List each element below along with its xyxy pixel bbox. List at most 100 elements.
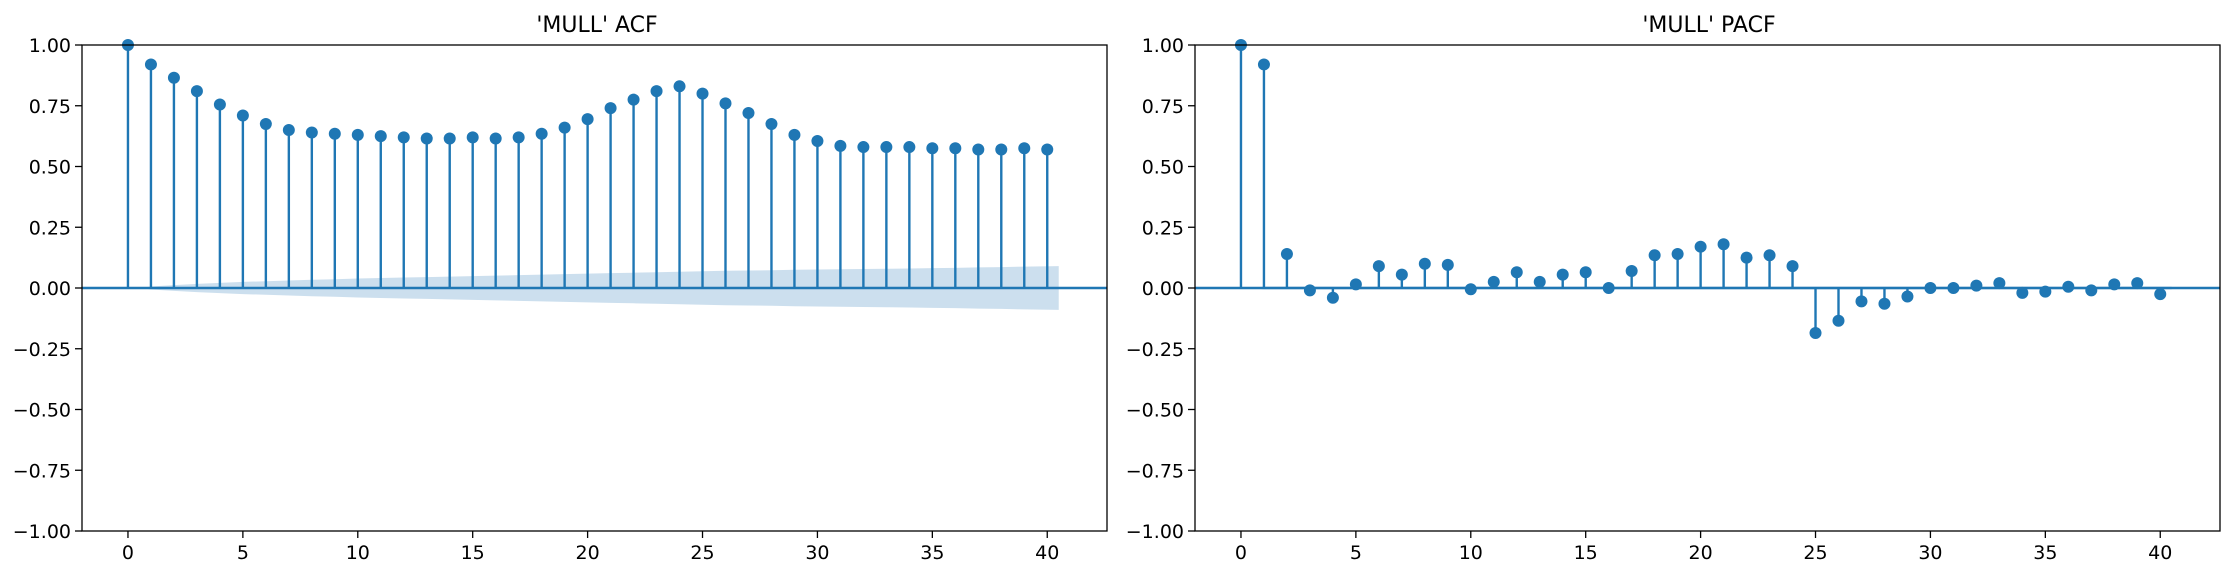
stem-marker [2039, 285, 2052, 298]
stem-marker [1740, 251, 1753, 264]
stem-marker [765, 117, 778, 130]
stem-marker [1901, 290, 1914, 303]
y-tick-label: −0.50 [1126, 400, 1184, 422]
y-tick-label: −0.75 [13, 460, 71, 482]
stem-marker [1970, 279, 1983, 292]
stem-marker [236, 109, 249, 122]
y-tick-label: 0.50 [1142, 157, 1184, 179]
stem-marker [1041, 143, 1054, 156]
y-tick-label: 1.00 [1142, 35, 1184, 57]
acf-panel: 'MULL' ACF −1.00 −0.75 −0.50 −0.25 0.00 0.25 0… [13, 13, 1108, 564]
stem-marker [627, 93, 640, 106]
stem-marker [443, 132, 456, 145]
x-tick-label: 15 [461, 542, 485, 564]
y-tick-label: −0.25 [1126, 339, 1184, 361]
x-tick-label: 0 [122, 542, 134, 564]
x-tick-label: 40 [2148, 542, 2172, 564]
stem-marker [558, 121, 571, 134]
stem-marker [2016, 286, 2029, 299]
stem-marker [1763, 249, 1776, 262]
stem-marker [2085, 284, 2098, 297]
stem-marker [1694, 240, 1707, 253]
stem-marker [995, 143, 1008, 156]
pacf-panel: 'MULL' PACF −1.00 −0.75 −0.50 −0.25 0.00 0.25… [1126, 13, 2221, 564]
axes-frame [1194, 44, 2221, 532]
stem-marker [1602, 282, 1615, 294]
y-tick-label: −1.00 [1126, 521, 1184, 543]
stem-marker [1487, 275, 1500, 288]
y-tick-label: −0.25 [13, 339, 71, 361]
stem-marker [972, 143, 985, 156]
y-tick-label: 0.25 [1142, 217, 1184, 239]
stem-marker [1418, 257, 1431, 270]
stem-marker [1556, 268, 1569, 281]
stem-marker [788, 128, 801, 141]
x-tick-label: 5 [1350, 542, 1362, 564]
stem-marker [213, 98, 226, 111]
stem-marker [1993, 277, 2006, 290]
stem-marker [696, 87, 709, 100]
stem-marker [1878, 297, 1891, 310]
y-tick-label: −0.75 [1126, 460, 1184, 482]
stem-marker [305, 126, 318, 139]
stem-marker [650, 85, 663, 98]
stem-marker [259, 117, 272, 130]
y-tick-label: 0.75 [29, 96, 71, 118]
stem-marker [1280, 247, 1293, 260]
stem-marker [604, 102, 617, 115]
x-tick-label: 20 [1689, 542, 1713, 564]
stem-marker [1326, 291, 1339, 304]
stem-marker [719, 97, 732, 110]
stem-marker [1372, 260, 1385, 273]
y-tick-label: 1.00 [29, 35, 71, 57]
stem-marker [857, 141, 870, 154]
stem-marker [1625, 264, 1638, 277]
x-tick-label: 10 [1459, 542, 1483, 564]
chart-title: 'MULL' ACF [536, 13, 657, 38]
stem-marker [2108, 278, 2121, 291]
stem-marker [581, 113, 594, 126]
x-tick-label: 30 [1918, 542, 1942, 564]
stem-marker [1349, 278, 1362, 291]
x-tick-label: 25 [690, 542, 714, 564]
stem-marker [2154, 288, 2167, 301]
stem-marker [1832, 314, 1845, 327]
stem-marker [1648, 249, 1661, 262]
x-tick-label: 40 [1035, 542, 1059, 564]
y-tick-label: −0.50 [13, 400, 71, 422]
stem-marker [167, 71, 180, 84]
stem-marker [1510, 266, 1523, 279]
stem-marker [2062, 280, 2075, 293]
x-tick-label: 35 [920, 542, 944, 564]
stem-marker [1395, 268, 1408, 281]
stem-marker [351, 128, 364, 141]
y-tick-label: 0.00 [29, 278, 71, 300]
stem-marker [1671, 247, 1684, 260]
x-tick-label: 30 [805, 542, 829, 564]
stem-marker [1018, 142, 1031, 155]
stem-marker [190, 85, 203, 98]
stem-marker [1303, 284, 1316, 297]
stem-marker [1786, 260, 1799, 273]
x-tick-label: 0 [1235, 542, 1247, 564]
x-tick-label: 10 [346, 542, 370, 564]
stem-marker [282, 124, 295, 137]
y-tick-label: 0.00 [1142, 278, 1184, 300]
stem-marker [512, 131, 525, 144]
x-tick-label: 20 [576, 542, 600, 564]
axes-frame [81, 44, 1108, 532]
x-tick-label: 5 [237, 542, 249, 564]
stem-marker [1947, 282, 1960, 294]
y-tick-label: 0.75 [1142, 96, 1184, 118]
stem-marker [1441, 258, 1454, 271]
stem-marker [420, 132, 433, 145]
stem-marker [1464, 283, 1477, 296]
stem-marker [1855, 295, 1868, 308]
x-tick-label: 15 [1574, 542, 1598, 564]
stem-marker [2131, 277, 2144, 290]
y-tick-label: 0.50 [29, 157, 71, 179]
x-tick-label: 25 [1803, 542, 1827, 564]
stem-marker [328, 127, 341, 140]
stem-marker [1924, 282, 1937, 294]
